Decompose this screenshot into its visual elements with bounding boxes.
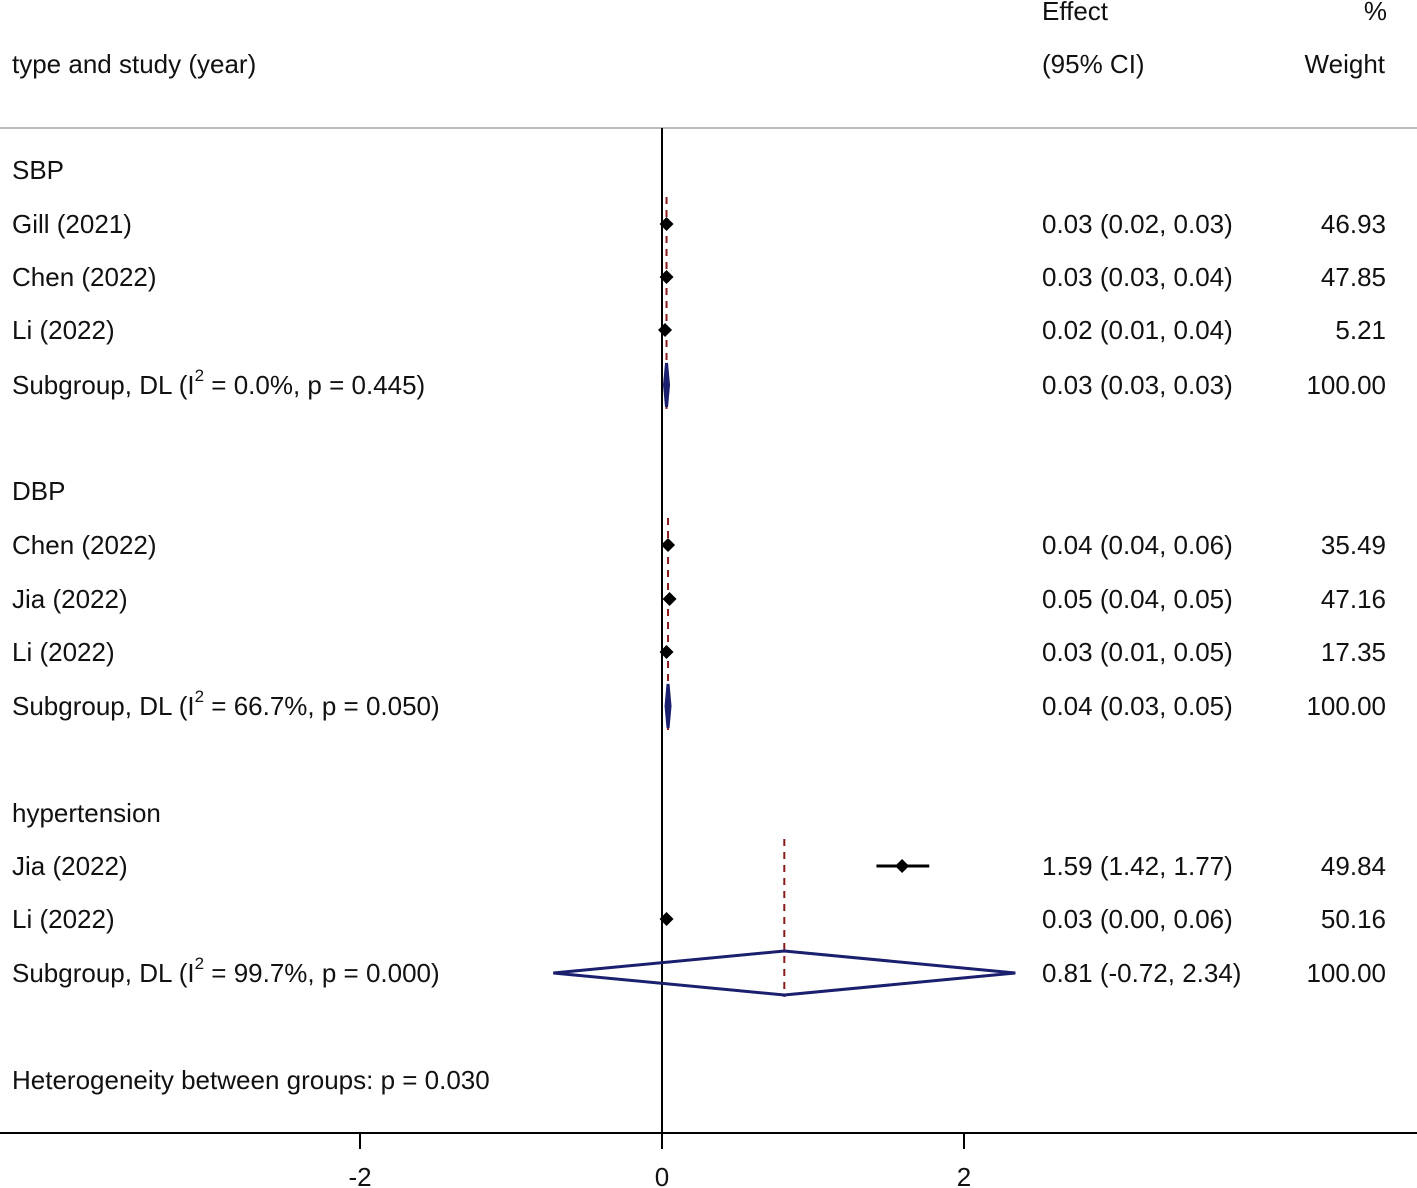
heterogeneity-note: Heterogeneity between groups: p = 0.030 [12,1065,490,1095]
pooled-diamond [663,362,671,408]
effect-ci-text: 0.03 (0.01, 0.05) [1042,637,1233,667]
point-estimate-marker [659,270,674,284]
effect-ci-text: 0.03 (0.03, 0.04) [1042,262,1233,292]
x-tick-label: 0 [655,1162,669,1188]
weight-text: 35.49 [1321,530,1386,560]
effect-header-bottom: (95% CI) [1042,49,1145,79]
effect-ci-text: 0.03 (0.00, 0.06) [1042,904,1233,934]
subgroup-label: Subgroup, DL (I2 = 99.7%, p = 0.000) [12,954,440,988]
point-estimate-marker [659,217,674,231]
effect-ci-text: 0.02 (0.01, 0.04) [1042,315,1233,345]
study-label: Chen (2022) [12,530,157,560]
weight-text: 5.21 [1335,315,1386,345]
rows-layer: SBP Gill (2021) 0.03 (0.02, 0.03) 46.93 Chen… [12,155,1386,1095]
weight-header-bottom: Weight [1305,49,1386,79]
group-label: SBP [12,155,64,185]
effect-header-top: Effect [1042,0,1109,26]
effect-ci-text: 1.59 (1.42, 1.77) [1042,851,1233,881]
study-label: Jia (2022) [12,851,128,881]
effect-ci-text: 0.04 (0.03, 0.05) [1042,691,1233,721]
study-label: Li (2022) [12,637,115,667]
weight-text: 47.85 [1321,262,1386,292]
x-axis: -2 0 2 [0,1132,1417,1188]
study-label: Li (2022) [12,315,115,345]
weight-text: 100.00 [1306,691,1386,721]
effect-ci-text: 0.03 (0.03, 0.03) [1042,370,1233,400]
weight-text: 49.84 [1321,851,1386,881]
marks-layer [553,128,1016,1133]
effect-ci-text: 0.04 (0.04, 0.06) [1042,530,1233,560]
weight-text: 17.35 [1321,637,1386,667]
point-estimate-marker [659,912,674,926]
study-label: Jia (2022) [12,584,128,614]
pooled-diamond [553,949,1016,997]
effect-ci-text: 0.81 (-0.72, 2.34) [1042,958,1241,988]
group-label: hypertension [12,798,161,828]
point-estimate-marker [661,538,676,552]
effect-ci-text: 0.03 (0.02, 0.03) [1042,209,1233,239]
point-estimate-marker [658,323,673,337]
study-label: Li (2022) [12,904,115,934]
subgroup-label: Subgroup, DL (I2 = 66.7%, p = 0.050) [12,687,440,721]
point-estimate-marker [659,645,674,659]
group-label: DBP [12,476,65,506]
weight-text: 47.16 [1321,584,1386,614]
study-label: Chen (2022) [12,262,157,292]
pooled-diamond [664,683,672,729]
x-tick-label: 2 [957,1162,971,1188]
subgroup-label: Subgroup, DL (I2 = 0.0%, p = 0.445) [12,366,425,400]
point-estimate-marker [662,592,677,606]
weight-header-top: % [1364,0,1387,26]
weight-text: 100.00 [1306,958,1386,988]
weight-text: 46.93 [1321,209,1386,239]
weight-text: 100.00 [1306,370,1386,400]
study-label: Gill (2021) [12,209,132,239]
x-tick-label: -2 [348,1162,371,1188]
label-column-header: type and study (year) [12,49,256,79]
effect-ci-text: 0.05 (0.04, 0.05) [1042,584,1233,614]
point-estimate-marker [895,859,910,873]
weight-text: 50.16 [1321,904,1386,934]
